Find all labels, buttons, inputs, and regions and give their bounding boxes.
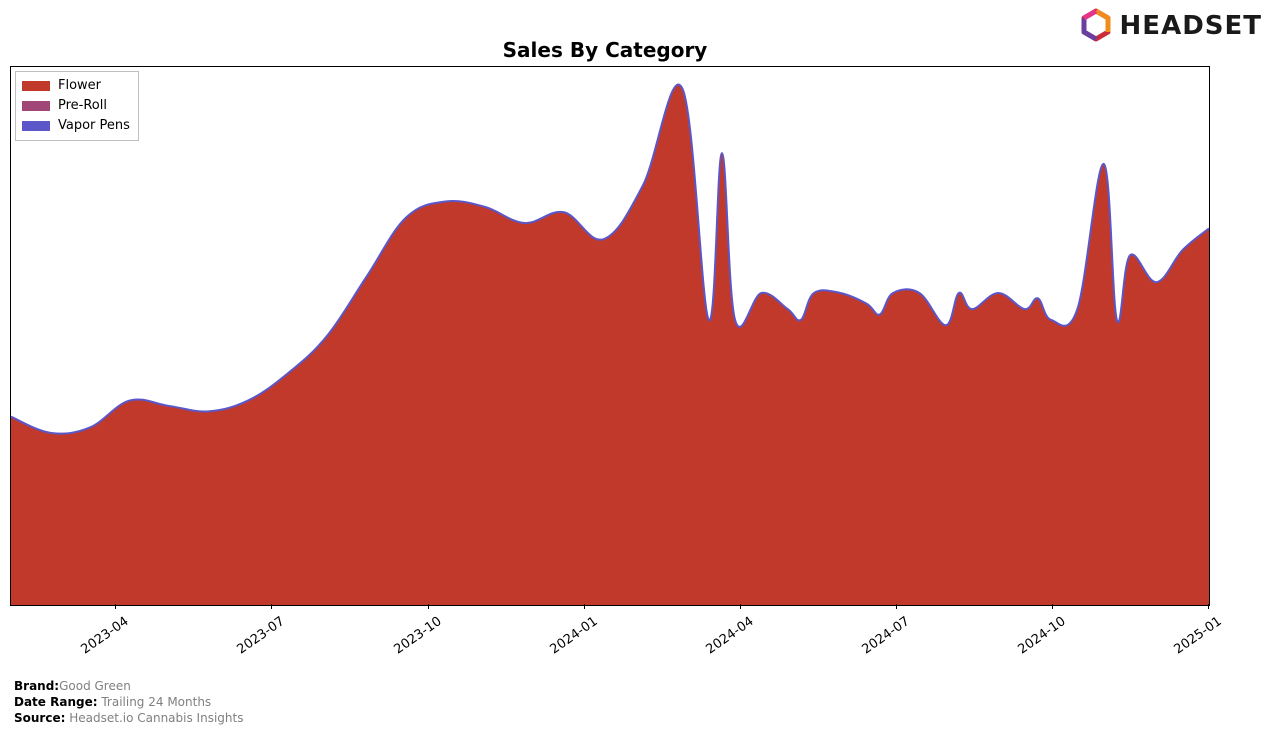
metadata-value: Headset.io Cannabis Insights bbox=[65, 711, 243, 725]
legend-swatch bbox=[22, 121, 50, 131]
legend-item: Vapor Pens bbox=[22, 116, 130, 136]
x-tick-label: 2025-01 bbox=[1167, 614, 1225, 661]
x-tickmark bbox=[115, 604, 116, 609]
metadata-line: Brand:Good Green bbox=[14, 679, 131, 693]
metadata-label: Brand: bbox=[14, 679, 59, 693]
legend-swatch bbox=[22, 101, 50, 111]
legend-label: Flower bbox=[58, 76, 101, 96]
x-tickmark bbox=[740, 604, 741, 609]
x-tick-label: 2024-04 bbox=[699, 614, 757, 661]
x-tick-label: 2024-10 bbox=[1011, 614, 1069, 661]
x-tickmark bbox=[896, 604, 897, 609]
metadata-label: Source: bbox=[14, 711, 65, 725]
x-tickmark bbox=[428, 604, 429, 609]
x-tickmark bbox=[584, 604, 585, 609]
legend-item: Pre-Roll bbox=[22, 96, 130, 116]
metadata-line: Date Range: Trailing 24 Months bbox=[14, 695, 211, 709]
x-tickmark bbox=[1052, 604, 1053, 609]
metadata-value: Good Green bbox=[59, 679, 131, 693]
legend-swatch bbox=[22, 81, 50, 91]
x-tickmark bbox=[271, 604, 272, 609]
metadata-line: Source: Headset.io Cannabis Insights bbox=[14, 711, 243, 725]
plot-area bbox=[10, 66, 1210, 606]
logo-icon bbox=[1078, 8, 1114, 44]
x-tick-label: 2023-10 bbox=[386, 614, 444, 661]
area-flower bbox=[11, 85, 1209, 605]
x-tickmark bbox=[1208, 604, 1209, 609]
headset-logo: HEADSET bbox=[1078, 8, 1262, 44]
legend: FlowerPre-RollVapor Pens bbox=[15, 71, 139, 141]
x-tick-label: 2023-04 bbox=[74, 614, 132, 661]
legend-label: Vapor Pens bbox=[58, 116, 130, 136]
legend-label: Pre-Roll bbox=[58, 96, 107, 116]
x-tick-label: 2024-01 bbox=[542, 614, 600, 661]
area-svg bbox=[11, 67, 1209, 605]
logo-text: HEADSET bbox=[1120, 11, 1262, 41]
x-tick-label: 2024-07 bbox=[855, 614, 913, 661]
legend-item: Flower bbox=[22, 76, 130, 96]
metadata-label: Date Range: bbox=[14, 695, 98, 709]
metadata-value: Trailing 24 Months bbox=[98, 695, 212, 709]
chart-title: Sales By Category bbox=[0, 38, 1210, 62]
chart-container: Sales By Category HEADSET FlowerPre-Roll… bbox=[0, 0, 1276, 738]
x-tick-label: 2023-07 bbox=[230, 614, 288, 661]
